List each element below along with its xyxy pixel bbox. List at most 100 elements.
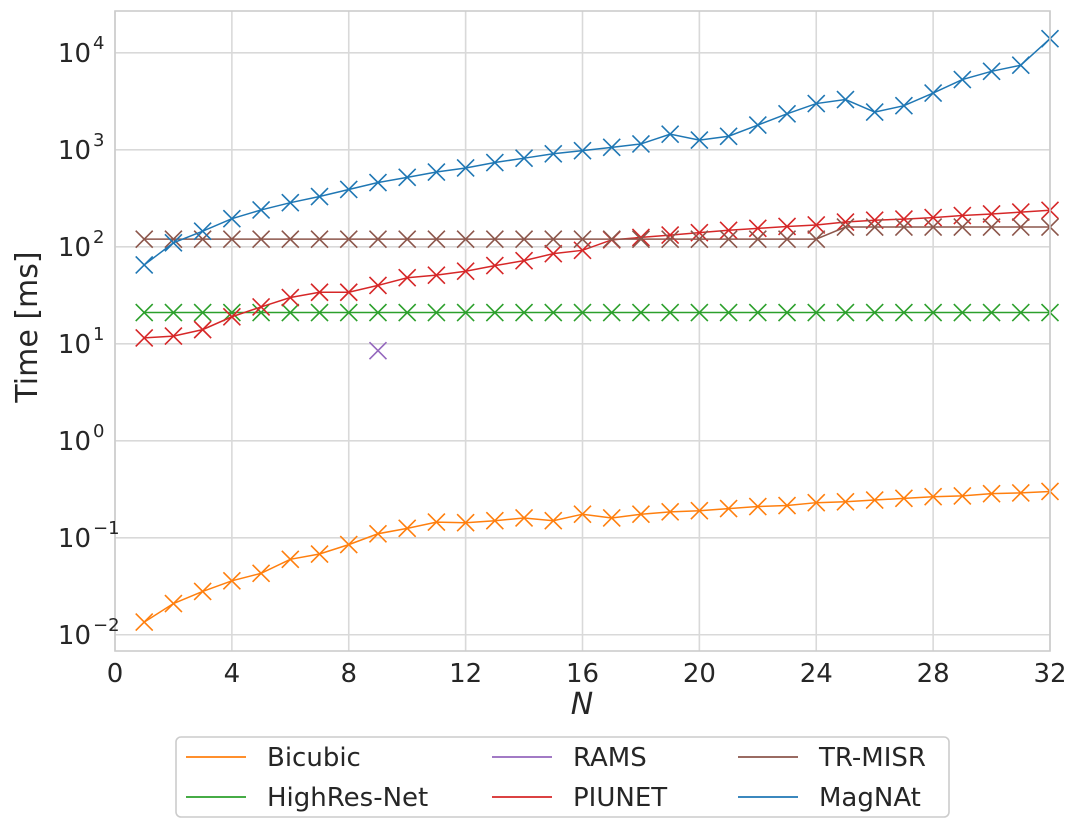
plot-border [114, 10, 1051, 652]
data-point-magnat [310, 187, 329, 206]
data-point-bicubic [252, 564, 271, 583]
series-layer [135, 29, 1060, 632]
x-tick-label: 16 [566, 659, 599, 689]
data-point-piunet [252, 297, 271, 316]
x-tick-labels: 0 4 8 12 16 20 24 28 32 [107, 659, 1067, 689]
data-point-piunet [690, 223, 709, 242]
data-point-highres-net [339, 303, 358, 322]
plot-frame [114, 10, 1051, 652]
legend: Bicubic HighRes-Net RAMS PIUNET TR-MISR MagNA… [175, 736, 950, 818]
data-point-bicubic [719, 499, 738, 518]
data-point-bicubic [690, 501, 709, 520]
data-point-magnat [193, 222, 212, 241]
data-point-tr-misr [602, 230, 621, 249]
data-point-magnat [953, 70, 972, 89]
data-point-tr-misr [310, 230, 329, 249]
data-point-piunet [281, 288, 300, 307]
data-point-magnat [777, 104, 797, 123]
data-point-magnat [456, 158, 475, 178]
data-point-piunet [456, 262, 475, 281]
data-point-highres-net [281, 303, 300, 322]
data-point-highres-net [953, 303, 972, 322]
data-point-bicubic [924, 487, 943, 506]
data-point-highres-net [193, 303, 212, 322]
x-tick-label: 32 [1033, 659, 1066, 689]
data-point-magnat [894, 96, 913, 115]
data-point-tr-misr [836, 217, 855, 237]
data-point-magnat [427, 162, 446, 182]
x-tick-label: 28 [917, 659, 950, 689]
data-point-highres-net [924, 303, 943, 322]
data-point-highres-net [427, 303, 446, 322]
data-point-piunet [865, 211, 884, 230]
data-point-piunet [135, 328, 154, 347]
legend-label-rams: RAMS [573, 743, 647, 773]
y-tick-label: 10 [58, 233, 91, 263]
data-point-highres-net [1011, 303, 1030, 322]
data-point-tr-misr [982, 217, 1001, 237]
data-point-bicubic [398, 519, 417, 538]
x-tick-label: 8 [340, 659, 357, 689]
data-point-piunet [222, 307, 241, 326]
data-point-bicubic [661, 502, 680, 521]
series-line-bicubic [143, 490, 1051, 623]
data-point-highres-net [690, 303, 709, 322]
data-point-tr-misr [573, 230, 592, 249]
data-point-piunet [544, 244, 563, 263]
data-point-bicubic [368, 524, 388, 543]
data-point-tr-misr [398, 230, 417, 249]
y-tick-label: 10 [58, 136, 91, 166]
data-point-highres-net [368, 303, 388, 322]
data-point-magnat [719, 127, 738, 146]
series-highres-net [135, 303, 1060, 322]
data-point-piunet [310, 283, 329, 302]
data-point-tr-misr [719, 230, 738, 249]
x-tick-label: 0 [107, 659, 124, 689]
data-point-bicubic [836, 492, 855, 511]
x-tick-label: 24 [800, 659, 833, 689]
data-point-bicubic [222, 571, 241, 590]
data-point-magnat [573, 141, 592, 160]
data-point-bicubic [427, 513, 446, 532]
y-tick-label: 10 [58, 621, 91, 651]
data-point-bicubic [310, 544, 329, 564]
data-point-tr-misr [514, 230, 534, 249]
data-point-magnat [339, 180, 358, 199]
data-point-tr-misr [427, 230, 446, 249]
data-point-tr-misr [777, 230, 797, 249]
y-tick-label: 10 [58, 427, 91, 457]
data-point-magnat [690, 131, 709, 150]
data-point-magnat [865, 103, 884, 122]
data-point-bicubic [456, 513, 475, 532]
data-point-highres-net [748, 303, 767, 322]
data-point-magnat [252, 200, 271, 219]
data-point-piunet [894, 210, 913, 229]
data-point-tr-misr [252, 230, 271, 249]
data-point-bicubic [953, 486, 972, 505]
y-tick-exponent: 3 [93, 130, 104, 151]
data-point-tr-misr [456, 230, 475, 249]
legend-label-highres-net: HighRes-Net [267, 783, 428, 813]
legend-label-tr-misr: TR-MISR [818, 743, 926, 773]
data-point-tr-misr [339, 230, 358, 249]
data-point-piunet [777, 217, 797, 236]
data-point-tr-misr [368, 230, 388, 249]
data-point-tr-misr [865, 217, 884, 237]
data-point-tr-misr [135, 230, 154, 249]
data-point-tr-misr [485, 230, 504, 249]
data-point-magnat [836, 90, 855, 109]
data-point-magnat [661, 125, 680, 144]
data-point-bicubic [281, 550, 300, 569]
y-axis-label: Time [ms] [10, 251, 45, 403]
data-point-highres-net [164, 303, 183, 322]
data-point-highres-net [544, 303, 563, 322]
data-point-piunet [1011, 203, 1030, 222]
data-point-bicubic [748, 497, 767, 516]
x-tick-label: 20 [683, 659, 716, 689]
data-point-highres-net [485, 303, 504, 322]
data-point-piunet [661, 226, 680, 245]
data-point-highres-net [398, 303, 417, 322]
data-point-piunet [924, 208, 943, 227]
